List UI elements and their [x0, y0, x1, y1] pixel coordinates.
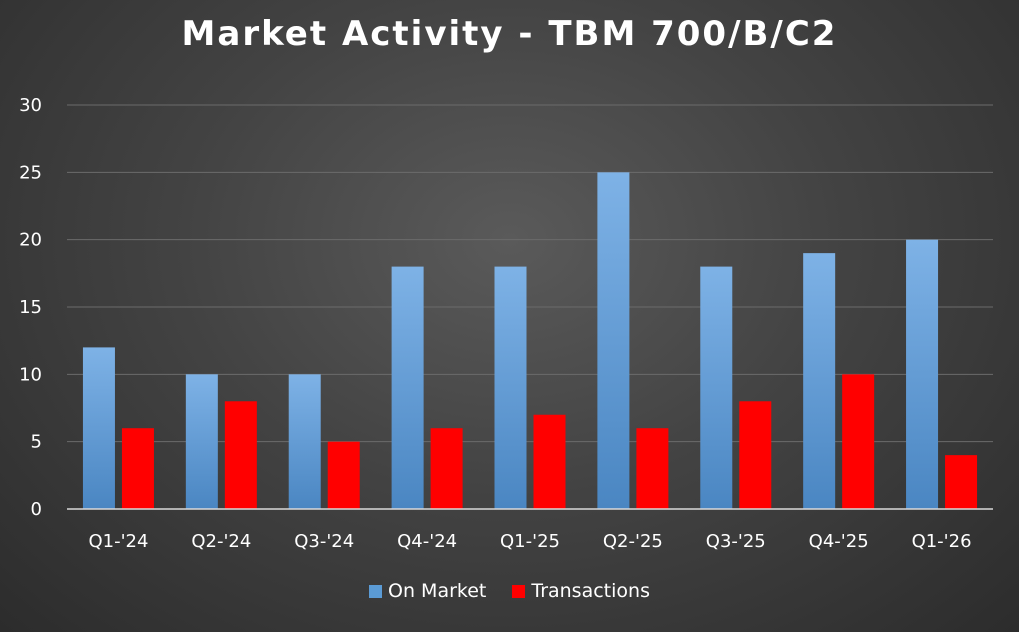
bar-transactions-q1-25[interactable] — [533, 414, 566, 509]
bar-transactions-q3-24[interactable] — [327, 441, 360, 509]
bar-transactions-q2-25[interactable] — [636, 428, 669, 509]
bar-transactions-q1-26[interactable] — [945, 455, 978, 509]
bar-transactions-q4-25[interactable] — [842, 374, 875, 509]
bars — [82, 172, 978, 510]
bar-on-market-q3-25[interactable] — [700, 266, 733, 509]
x-tick-label: Q4-'25 — [809, 531, 869, 552]
axes: 0 5 10 15 20 25 30 Q1-'24 Q2-'24 Q3-'24 Q4-'24 Q1-'… — [19, 95, 993, 552]
bar-on-market-q2-25[interactable] — [597, 172, 630, 510]
y-tick-label: 10 — [19, 364, 42, 385]
gridlines — [67, 104, 993, 443]
bar-on-market-q1-24[interactable] — [82, 347, 115, 509]
y-tick-label: 20 — [19, 230, 42, 251]
x-tick-label: Q1-'25 — [500, 531, 560, 552]
legend-label-transactions: Transactions — [531, 580, 650, 602]
bar-on-market-q4-24[interactable] — [391, 266, 424, 509]
bar-transactions-q4-24[interactable] — [430, 428, 463, 509]
legend: On Market Transactions — [0, 580, 1019, 602]
x-tick-label: Q2-'25 — [603, 531, 663, 552]
bar-transactions-q2-24[interactable] — [224, 401, 257, 509]
bar-on-market-q1-26[interactable] — [906, 239, 939, 509]
y-tick-label: 15 — [19, 297, 42, 318]
bar-on-market-q1-25[interactable] — [494, 266, 527, 509]
chart-title: Market Activity - TBM 700/B/C2 — [181, 14, 838, 54]
bar-on-market-q2-24[interactable] — [185, 374, 218, 509]
legend-item-on-market[interactable]: On Market — [369, 580, 486, 602]
y-tick-label: 25 — [19, 162, 42, 183]
legend-item-transactions[interactable]: Transactions — [512, 580, 650, 602]
legend-swatch-on-market — [369, 584, 383, 598]
legend-swatch-transactions — [512, 584, 526, 598]
y-tick-label: 0 — [31, 499, 42, 520]
bar-on-market-q4-25[interactable] — [803, 253, 836, 509]
bar-transactions-q1-24[interactable] — [121, 428, 154, 509]
bar-on-market-q3-24[interactable] — [288, 374, 321, 509]
x-tick-label: Q3-'25 — [706, 531, 766, 552]
y-tick-label: 5 — [31, 432, 42, 453]
x-tick-label: Q4-'24 — [397, 531, 457, 552]
y-tick-label: 30 — [19, 95, 42, 116]
x-tick-label: Q3-'24 — [294, 531, 354, 552]
x-tick-label: Q2-'24 — [191, 531, 251, 552]
legend-label-on-market: On Market — [388, 580, 487, 602]
bar-transactions-q3-25[interactable] — [739, 401, 772, 509]
x-tick-label: Q1-'24 — [88, 531, 148, 552]
x-tick-label: Q1-'26 — [912, 531, 972, 552]
